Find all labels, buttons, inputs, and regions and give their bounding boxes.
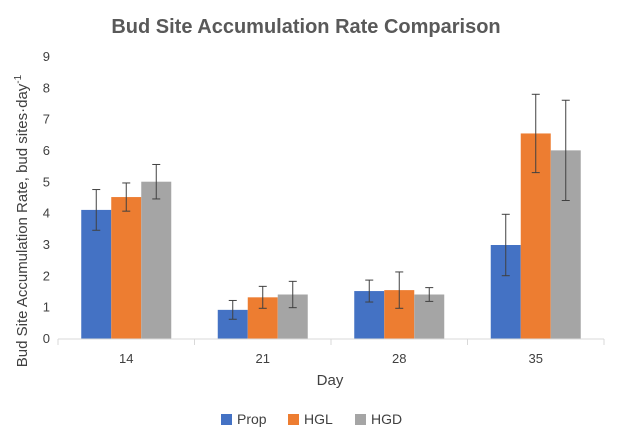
bar [414, 294, 445, 339]
x-tick-label: 21 [256, 351, 270, 366]
y-tick-label: 6 [43, 143, 50, 158]
legend: Prop HGL HGD [221, 411, 402, 427]
legend-label: HGL [304, 411, 333, 427]
y-axis: 0 1 2 3 4 5 6 7 8 9 [43, 49, 50, 346]
legend-swatch [355, 414, 366, 425]
bar [141, 181, 172, 339]
x-tick-label: 14 [119, 351, 133, 366]
y-tick-label: 7 [43, 112, 50, 127]
y-axis-title-text: Bud Site Accumulation Rate, bud sites·da… [14, 83, 31, 367]
x-tick-label: 35 [529, 351, 543, 366]
x-tick-label: 28 [392, 351, 406, 366]
plot-area [81, 93, 581, 339]
y-tick-label: 2 [43, 268, 50, 283]
x-axis-title: Day [317, 372, 344, 389]
y-tick-label: 3 [43, 237, 50, 252]
x-axis: 14 21 28 35 [57, 338, 605, 366]
y-tick-label: 5 [43, 174, 50, 189]
legend-label: Prop [237, 411, 267, 427]
bar [111, 197, 142, 339]
bar [81, 209, 112, 339]
y-tick-label: 4 [43, 206, 50, 221]
y-tick-label: 9 [43, 49, 50, 64]
y-tick-label: 0 [43, 331, 50, 346]
y-axis-title: Bud Site Accumulation Rate, bud sites·da… [13, 74, 31, 367]
y-axis-title-superscript: -1 [13, 74, 24, 83]
y-tick-label: 8 [43, 80, 50, 95]
chart-title: Bud Site Accumulation Rate Comparison [111, 16, 500, 38]
y-tick-label: 1 [43, 300, 50, 315]
legend-label: HGD [371, 411, 402, 427]
legend-swatch [288, 414, 299, 425]
legend-swatch [221, 414, 232, 425]
